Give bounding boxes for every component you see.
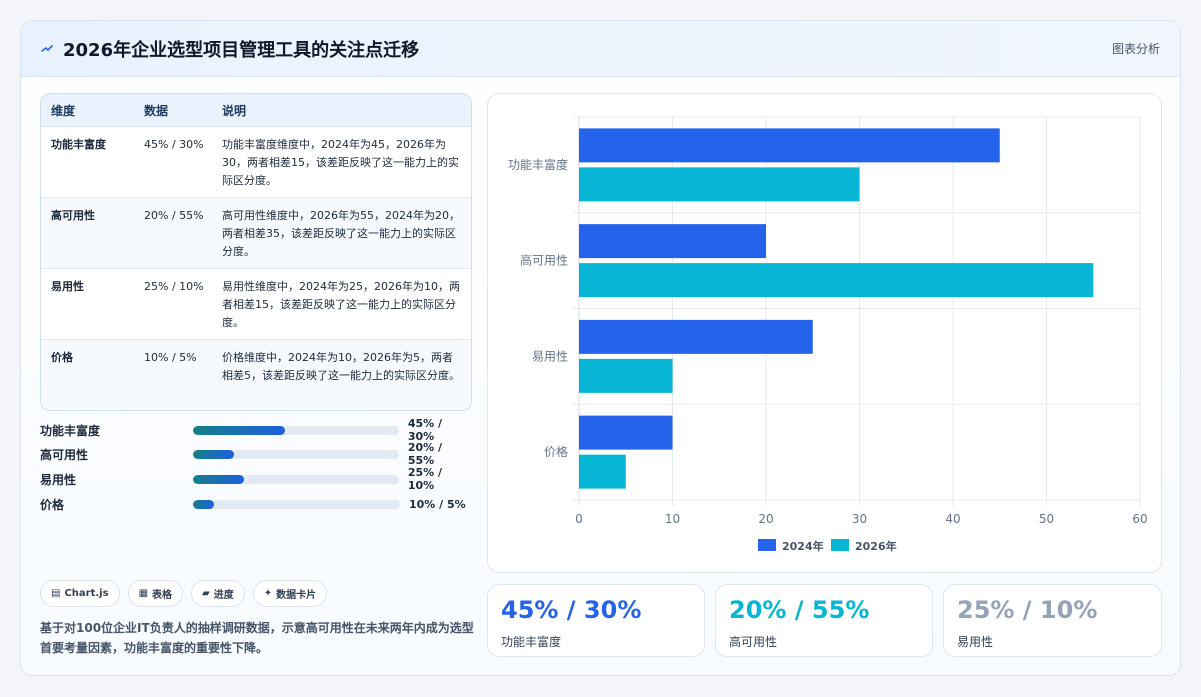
progress-value: 10% / 5% <box>409 497 466 511</box>
progress-value: 45% / 30% <box>407 417 443 443</box>
x-tick-label: 20 <box>758 512 773 526</box>
chip-label: Chart.js <box>64 588 109 599</box>
chip-label: 数据卡片 <box>276 590 317 601</box>
cell-desc: 功能丰富度维度中，2024年为45，2026年为30，两者相差15，该差距反映了… <box>222 138 459 187</box>
kpi-card: 20% / 55% 高可用性 <box>715 584 933 657</box>
table-row: 价格 10% / 5% 价格维度中，2024年为10，2026年为5，两者相差5… <box>41 340 471 410</box>
legend-label: 2026年 <box>855 539 897 553</box>
header-tag: 图表分析 <box>1111 42 1160 56</box>
cell-data: 10% / 5% <box>144 351 197 364</box>
bar-series1 <box>579 224 766 259</box>
chip-datacard[interactable]: ✦ 数据卡片 <box>252 580 328 607</box>
x-tick-label: 60 <box>1132 512 1147 526</box>
cell-dim: 高可用性 <box>51 209 95 222</box>
table-row: 功能丰富度 45% / 30% 功能丰富度维度中，2024年为45，2026年为… <box>41 127 471 198</box>
col-header-desc: 说明 <box>222 103 247 118</box>
cell-dim: 功能丰富度 <box>51 138 106 151</box>
progress-icon: ▰ <box>202 588 210 599</box>
kpi-label: 易用性 <box>957 635 994 649</box>
kpi-value: 45% / 30% <box>501 596 642 624</box>
legend-swatch <box>758 539 776 551</box>
bar-chart: 0 10 20 30 40 50 60 功能丰富度高可用性易用性价格 2024年 2026年 <box>487 93 1162 573</box>
trend-line-icon <box>41 43 55 55</box>
sparkle-icon: ✦ <box>263 588 273 599</box>
page-title: 2026年企业选型项目管理工具的关注点迁移 <box>63 39 420 61</box>
progress-track <box>193 499 400 509</box>
header: 2026年企业选型项目管理工具的关注点迁移 图表分析 <box>21 21 1180 77</box>
y-tick-label: 功能丰富度 <box>508 157 568 172</box>
progress-label: 高可用性 <box>40 447 89 462</box>
progress-row: 功能丰富度 45% / 30% <box>40 417 472 443</box>
cell-dim: 价格 <box>51 351 73 364</box>
bar-series2 <box>579 358 673 393</box>
progress-fill <box>193 499 214 509</box>
y-tick-label: 易用性 <box>532 349 568 363</box>
y-tick-label: 价格 <box>544 444 568 459</box>
progress-value: 20% / 55% <box>407 441 443 467</box>
progress-row: 高可用性 20% / 55% <box>40 441 472 467</box>
progress-label: 价格 <box>40 497 65 512</box>
cell-desc: 价格维度中，2024年为10，2026年为5，两者相差5，该差距反映了这一能力上… <box>222 351 460 382</box>
progress-fill <box>192 425 286 435</box>
progress-row: 易用性 25% / 10% <box>40 466 472 492</box>
legend-label: 2024年 <box>782 539 824 553</box>
col-header-data: 数据 <box>144 103 169 118</box>
col-header-dim: 维度 <box>51 103 76 118</box>
x-tick-label: 50 <box>1039 512 1054 526</box>
main-card: 2026年企业选型项目管理工具的关注点迁移 图表分析 维度 数据 说明 功能丰富… <box>20 20 1181 676</box>
data-table: 维度 数据 说明 功能丰富度 45% / 30% 功能丰富度维度中，2024年为… <box>40 93 472 411</box>
cell-data: 20% / 55% <box>144 209 204 222</box>
cell-data: 45% / 30% <box>144 138 204 151</box>
x-tick-label: 10 <box>665 512 680 526</box>
table-row: 易用性 25% / 10% 易用性维度中，2024年为25，2026年为10，两… <box>41 269 471 340</box>
x-tick-label: 30 <box>852 512 867 526</box>
progress-label: 易用性 <box>40 472 77 487</box>
table-header: 维度 数据 说明 <box>41 94 471 127</box>
y-tick-label: 高可用性 <box>520 253 568 268</box>
chip-label: 进度 <box>213 590 234 601</box>
bar-series2 <box>579 263 1094 298</box>
kpi-value: 20% / 55% <box>729 596 870 624</box>
kpi-card: 45% / 30% 功能丰富度 <box>487 584 705 657</box>
chart-icon: ▤ <box>51 588 61 599</box>
kpi-value: 25% / 10% <box>957 596 1098 624</box>
x-tick-label: 40 <box>945 512 960 526</box>
cell-dim: 易用性 <box>51 280 84 293</box>
bar-series1 <box>579 415 673 450</box>
progress-fill <box>192 449 234 459</box>
progress-track <box>192 425 399 435</box>
bar-series2 <box>579 454 626 489</box>
legend-swatch <box>831 539 849 551</box>
cell-desc: 高可用性维度中，2026年为55，2024年为20，两者相差35，该差距反映了这… <box>222 209 460 258</box>
cell-data: 25% / 10% <box>144 280 204 293</box>
chip-list: ▤ Chart.js ▦ 表格 ▰ 进度 ✦ 数据卡片 <box>40 580 328 607</box>
table-row: 高可用性 20% / 55% 高可用性维度中，2026年为55，2024年为20… <box>41 198 471 269</box>
progress-track <box>192 474 399 484</box>
progress-label: 功能丰富度 <box>40 423 101 438</box>
progress-row: 价格 10% / 5% <box>40 494 472 514</box>
chip-progress[interactable]: ▰ 进度 <box>191 580 245 607</box>
cell-desc: 易用性维度中，2024年为25，2026年为10，两者相差15，该差距反映了这一… <box>222 280 460 329</box>
x-tick-label: 0 <box>575 512 583 526</box>
kpi-label: 高可用性 <box>729 635 778 649</box>
bar-series1 <box>579 319 813 354</box>
chip-table[interactable]: ▦ 表格 <box>127 580 184 607</box>
kpi-card: 25% / 10% 易用性 <box>943 584 1162 657</box>
chip-label: 表格 <box>152 590 173 601</box>
progress-fill <box>192 474 245 484</box>
progress-track <box>192 449 399 459</box>
note-text: 基于对100位企业IT负责人的抽样调研数据，示意高可用性在未来两年内成为选型首要… <box>40 621 474 655</box>
table-icon: ▦ <box>138 588 149 599</box>
kpi-label: 功能丰富度 <box>501 635 562 649</box>
bar-series2 <box>579 167 860 202</box>
progress-value: 25% / 10% <box>407 466 443 492</box>
bar-series1 <box>579 128 1000 163</box>
chip-chartjs[interactable]: ▤ Chart.js <box>40 580 120 607</box>
